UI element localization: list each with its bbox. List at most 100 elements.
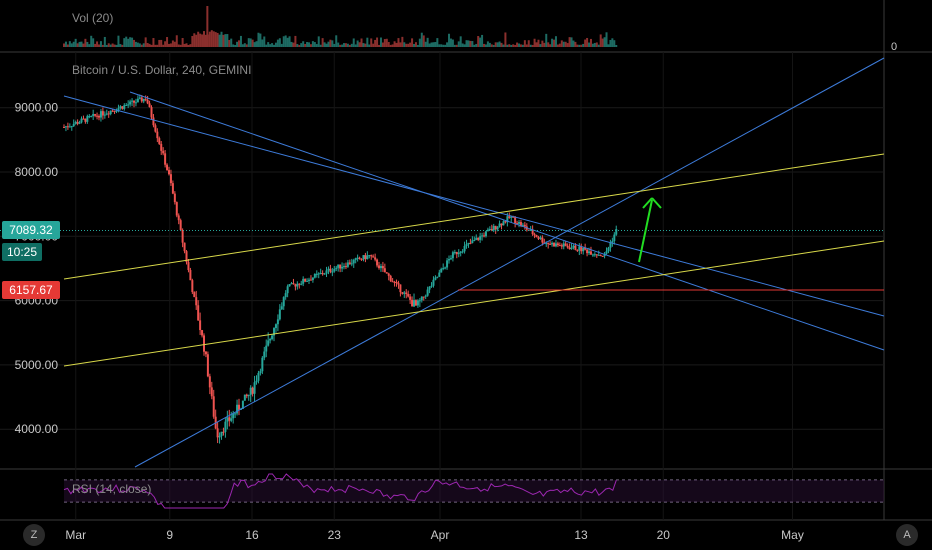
candle-body (403, 292, 406, 294)
volume-bar (591, 43, 594, 47)
candle-body (115, 110, 118, 112)
candle-body (133, 100, 136, 103)
candle-body (358, 257, 361, 260)
volume-bar (484, 44, 487, 47)
candle-body (86, 116, 89, 122)
candle-body (276, 319, 279, 325)
volume-bar (374, 39, 377, 47)
candle-body (512, 216, 515, 218)
rsi-line (63, 473, 617, 509)
candle-body (372, 256, 375, 258)
candle-body (399, 284, 402, 293)
volume-bar (568, 37, 571, 47)
volume-bar (99, 41, 102, 47)
volume-bar (554, 36, 557, 47)
volume-bar (455, 44, 458, 47)
candle-body (553, 242, 556, 247)
candle-body (500, 223, 503, 226)
volume-bar (243, 43, 246, 47)
candle-body (247, 394, 250, 397)
candle-body (475, 237, 478, 240)
candle-body (436, 276, 439, 278)
volume-bar (586, 37, 589, 47)
candle-body (125, 104, 128, 106)
candle-body (280, 306, 283, 310)
volume-bar (370, 38, 373, 47)
volume-bar (109, 44, 112, 47)
candle-body (586, 249, 589, 254)
volume-bar (226, 34, 229, 47)
candle-body (539, 237, 542, 239)
volume-bar (111, 43, 114, 47)
volume-bar (300, 43, 303, 47)
auto-scale-left-button[interactable]: Z (23, 524, 45, 546)
candle-body (335, 267, 338, 269)
candle-body (346, 262, 349, 267)
candle-body (119, 106, 122, 109)
candle-body (185, 251, 188, 263)
volume-bar (494, 42, 497, 47)
candle-body (144, 98, 147, 100)
volume-bar (469, 40, 472, 47)
candle-body (306, 280, 309, 282)
candle-body (241, 400, 244, 409)
volume-bar (348, 44, 351, 47)
candle-body (589, 251, 592, 255)
candle-body (551, 242, 554, 245)
volume-bar (378, 44, 381, 47)
y-tick-label: 8000.00 (15, 165, 59, 179)
volume-bar (442, 44, 445, 47)
volume-bar (292, 42, 295, 47)
volume-label: Vol (20) (72, 11, 113, 25)
volume-bar (444, 44, 447, 47)
volume-bar (201, 34, 204, 47)
candle-body (574, 245, 577, 250)
trendline-drawings[interactable] (0, 57, 885, 468)
volume-bar (189, 44, 192, 47)
volume-bar (580, 44, 583, 47)
candle-body (477, 237, 480, 240)
countdown-badge: 10:25 (2, 243, 42, 261)
volume-bar (142, 43, 145, 47)
candle-body (121, 106, 124, 109)
candle-body (238, 404, 241, 410)
candle-body (488, 229, 491, 231)
candle-body (582, 247, 585, 252)
volume-bar (403, 42, 406, 47)
candle-body (613, 234, 616, 242)
volume-bar (220, 31, 223, 47)
rsi-label: RSI (14, close) (72, 482, 151, 496)
volume-bar (558, 43, 561, 47)
volume-bar (166, 37, 169, 47)
volume-bar (488, 42, 491, 47)
volume-bar (611, 38, 614, 47)
candle-body (257, 372, 260, 381)
candle-body (134, 102, 137, 104)
volume-bar (582, 43, 585, 47)
volume-bar (156, 44, 159, 47)
volume-bar (599, 34, 602, 47)
volume-bar (113, 44, 116, 47)
candle-body (591, 254, 594, 256)
volume-bar (214, 32, 217, 47)
candle-body (92, 114, 95, 117)
candle-body (430, 285, 433, 287)
volume-bar (407, 43, 410, 47)
volume-bar (173, 41, 176, 47)
volume-bar (483, 43, 486, 47)
volume-bar (481, 34, 484, 47)
volume-bar (259, 33, 262, 47)
volume-bar (121, 44, 124, 47)
volume-bar (274, 42, 277, 47)
candle-body (154, 125, 157, 132)
auto-scale-right-button[interactable]: A (896, 524, 918, 546)
candle-body (601, 255, 604, 257)
candle-body (292, 283, 295, 285)
volume-bar (267, 42, 270, 47)
volume-bar (339, 44, 342, 47)
candle-body (308, 279, 311, 281)
volume-bar (379, 37, 382, 47)
volume-bar (344, 43, 347, 47)
volume-bar (502, 44, 505, 47)
